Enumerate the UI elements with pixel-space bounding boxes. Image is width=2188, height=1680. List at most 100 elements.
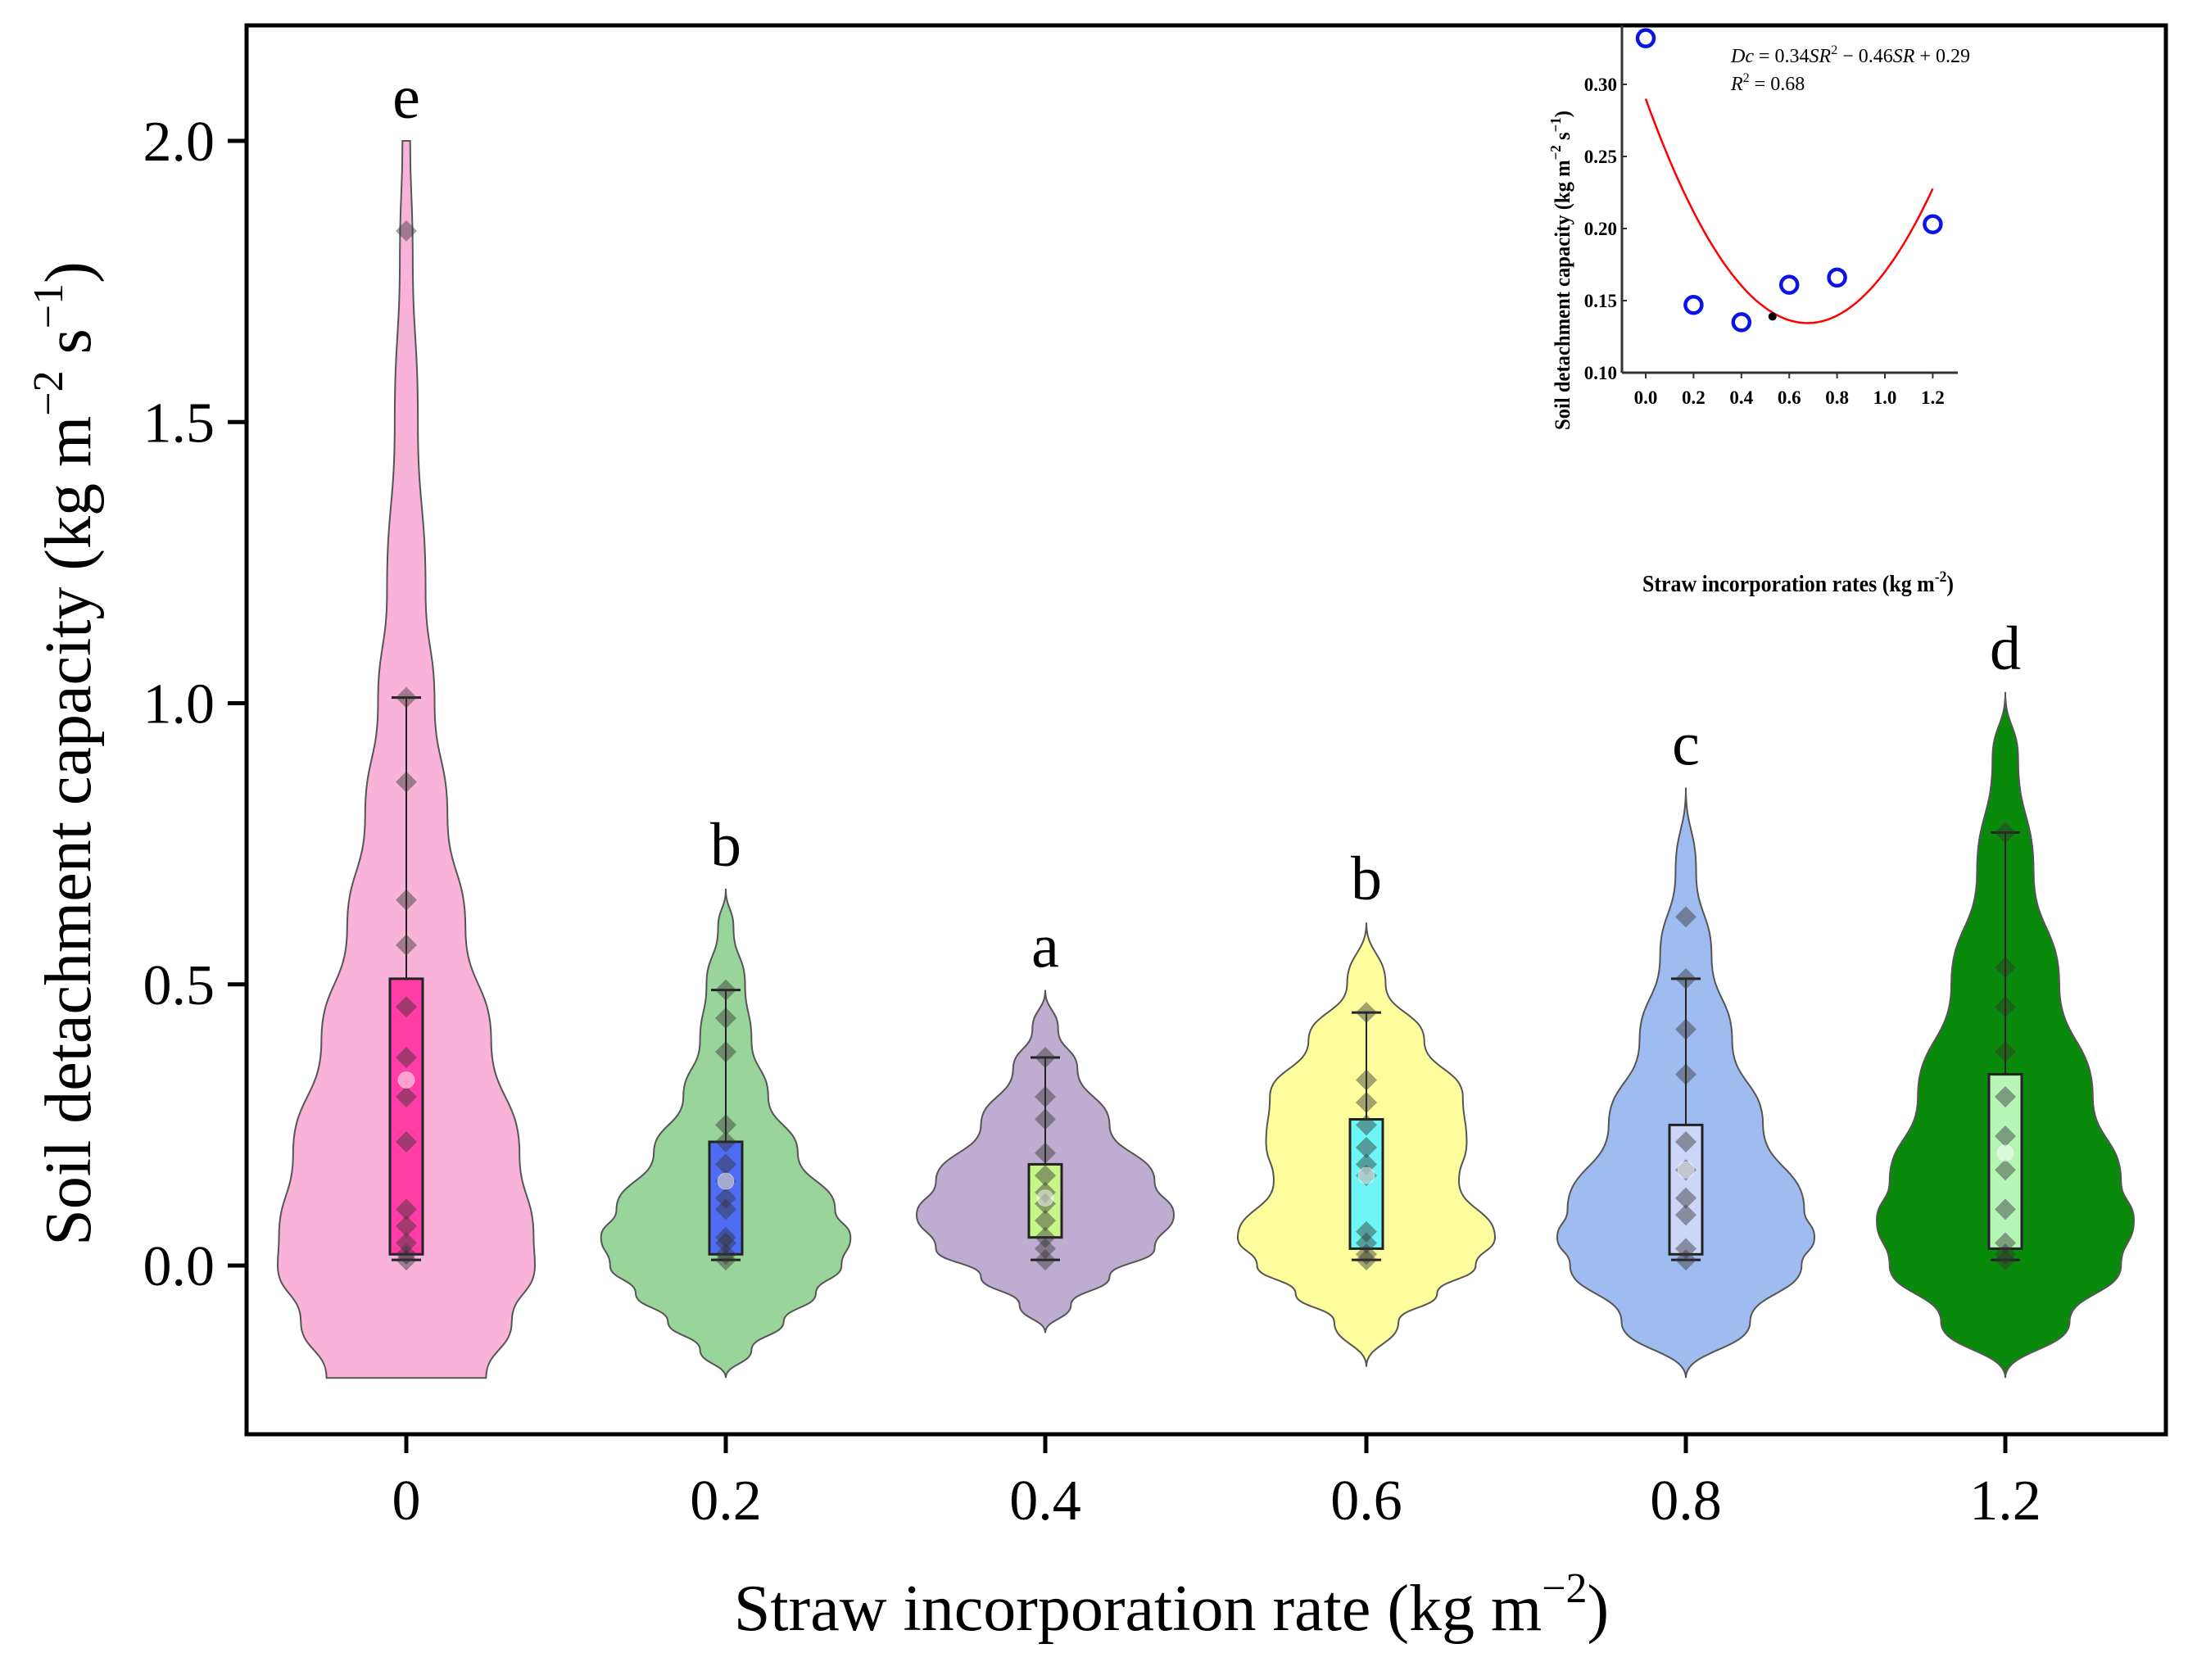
data-point (1995, 1198, 2016, 1220)
data-point (396, 1249, 417, 1271)
data-point (1675, 1204, 1696, 1226)
inset-data-point (1923, 214, 1943, 234)
inset-data-point (1827, 267, 1847, 288)
data-point (1675, 1187, 1696, 1209)
inset-x-tick-label: 1.2 (1921, 387, 1945, 408)
data-point (1995, 1249, 2016, 1271)
box-0 (388, 977, 424, 1256)
significance-letter: c (1672, 709, 1700, 778)
data-point (1356, 1091, 1377, 1113)
data-point (1035, 1226, 1056, 1248)
data-point (715, 1243, 736, 1266)
data-point (715, 1007, 736, 1029)
y-tick-label: 2.0 (143, 111, 215, 174)
inset-x-tick-label: 0.6 (1778, 387, 1801, 408)
mean-marker (717, 1172, 735, 1190)
data-point (396, 771, 417, 793)
inset-equation: Dc = 0.34SR2 − 0.46SR + 0.29 (1730, 43, 1970, 67)
data-point (1995, 1086, 2016, 1108)
data-point (1035, 1210, 1056, 1232)
data-point (715, 1130, 736, 1152)
data-point (396, 220, 417, 242)
data-point (1035, 1108, 1056, 1130)
significance-letter: b (710, 811, 741, 880)
data-point (1995, 1125, 2016, 1148)
data-point (1995, 1159, 2016, 1181)
y-axis-title: Soil detachment capacity (kg m−2 s−1) (25, 261, 105, 1245)
inset-data-point (1731, 312, 1752, 333)
inset-x-tick-label: 0.4 (1729, 387, 1753, 408)
data-point (1675, 967, 1696, 989)
data-point (715, 1153, 736, 1175)
data-point (1995, 1232, 2016, 1254)
data-point (1995, 1243, 2016, 1266)
inset-fit-curve (1644, 98, 1934, 324)
data-point (715, 1041, 736, 1063)
mean-marker (1677, 1161, 1695, 1179)
data-point (715, 1198, 736, 1220)
mean-marker (397, 1071, 415, 1089)
inset-x-tick-label: 0.0 (1634, 387, 1658, 408)
data-point (1675, 1063, 1696, 1085)
inset-y-tick-label: 0.20 (1584, 219, 1617, 239)
inset-y-tick-label: 0.10 (1584, 363, 1617, 383)
x-tick-label: 0.4 (1009, 1469, 1081, 1533)
data-point (1035, 1142, 1056, 1164)
inset-y-tick-label: 0.25 (1584, 147, 1617, 167)
data-point (1356, 1232, 1377, 1254)
inset-x-axis-title: Straw incorporation rates (kg m-2) (1642, 568, 1954, 597)
main-axes: 0 0.2 0.4 0.6 0.8 1.2 0.0 0.5 1.0 1.5 2.0 (143, 111, 2041, 1533)
data-point (715, 1249, 736, 1271)
inset-y-tick-label: 0.15 (1584, 291, 1617, 311)
x-tick-label: 0.2 (690, 1469, 762, 1533)
data-point (396, 1243, 417, 1266)
data-point (396, 1130, 417, 1152)
data-point (396, 934, 417, 956)
data-point (1675, 1130, 1696, 1152)
data-point (1995, 822, 2016, 844)
inset-x-tick-label: 1.0 (1873, 387, 1897, 408)
data-point (715, 1226, 736, 1248)
inset-data-point (1683, 295, 1704, 315)
inset-y-axis-title: Soil detachment capacity (kg m−2 s−1) (1547, 111, 1574, 430)
data-point (1356, 1249, 1377, 1271)
significance-letter: b (1351, 845, 1382, 913)
data-point (1675, 1238, 1696, 1260)
inset-x-tick-label: 0.2 (1682, 387, 1706, 408)
mean-marker (1036, 1189, 1054, 1207)
mean-marker (1996, 1144, 2014, 1162)
data-point (1995, 957, 2016, 979)
y-tick-label: 0.0 (143, 1235, 215, 1298)
violins-layer: e b a b c d (276, 63, 2136, 1379)
data-point (1356, 1069, 1377, 1091)
data-point (1675, 1249, 1696, 1271)
data-point (396, 889, 417, 911)
x-tick-label: 0.8 (1650, 1469, 1722, 1533)
data-point (1035, 1046, 1056, 1068)
data-point (715, 1114, 736, 1136)
y-tick-label: 0.5 (143, 954, 215, 1017)
inset-data-point (1778, 274, 1800, 295)
data-point (1035, 1238, 1056, 1260)
inset-x-tick-label: 0.8 (1825, 387, 1849, 408)
inset-y-tick-label: 0.30 (1584, 75, 1617, 95)
x-tick-label: 1.2 (1969, 1469, 2041, 1533)
data-point (1035, 1249, 1056, 1271)
inset-chart: 0.10 0.15 0.20 0.25 0.30 0.0 0.2 0.4 0.6 0.8 1.0 1.… (1584, 25, 1958, 408)
box-0.2 (708, 1140, 744, 1256)
data-point (1675, 1018, 1696, 1040)
x-axis-title: Straw incorporation rate (kg m−2) (734, 1565, 1609, 1645)
data-point (396, 1086, 417, 1108)
data-point (396, 1232, 417, 1254)
data-point (396, 996, 417, 1018)
data-point (1356, 1220, 1377, 1243)
data-point (1035, 1086, 1056, 1108)
data-point (1675, 906, 1696, 928)
significance-letter: d (1990, 614, 2021, 683)
inset-r-squared: R2 = 0.68 (1730, 71, 1805, 95)
mean-marker (1357, 1166, 1375, 1184)
x-tick-label: 0.6 (1330, 1469, 1402, 1533)
y-tick-label: 1.5 (143, 392, 215, 455)
data-point (396, 1215, 417, 1237)
